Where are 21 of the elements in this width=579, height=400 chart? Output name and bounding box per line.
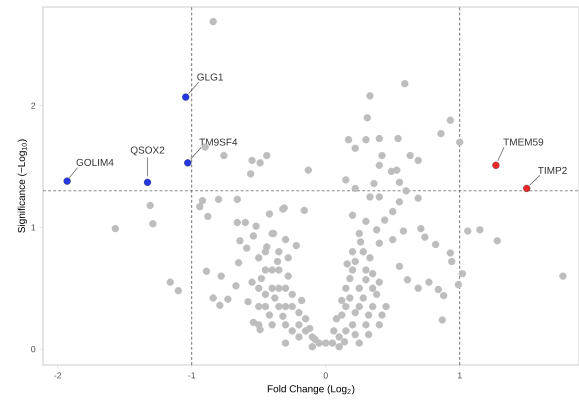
point: [523, 184, 530, 192]
annotation: GOLIM4: [76, 158, 114, 166]
x-tick-label: 1: [458, 372, 462, 378]
annotation: TM9SF4: [199, 138, 238, 146]
y-tick-label: 1: [31, 224, 36, 230]
y-tick-label: 2: [31, 102, 36, 109]
point: [184, 159, 192, 167]
annotation: TIMP2: [538, 166, 567, 174]
x-tick-label: -2: [54, 372, 62, 378]
y-axis-title: Significance (−Log$_{10}$): [18, 139, 27, 233]
annotation: TMEM59: [503, 138, 544, 146]
annotation: QSOX2: [130, 146, 164, 156]
x-axis-title: Fold Change (Log$_{2}$): [268, 384, 354, 394]
x-tick-label: 0: [324, 372, 328, 378]
point: [182, 93, 190, 101]
point: [63, 177, 71, 185]
x-tick-label: -1: [188, 372, 196, 378]
annotation: GLG1: [197, 73, 223, 81]
y-tick-label: 0: [31, 346, 36, 352]
point: [492, 162, 500, 169]
point: [144, 178, 152, 186]
